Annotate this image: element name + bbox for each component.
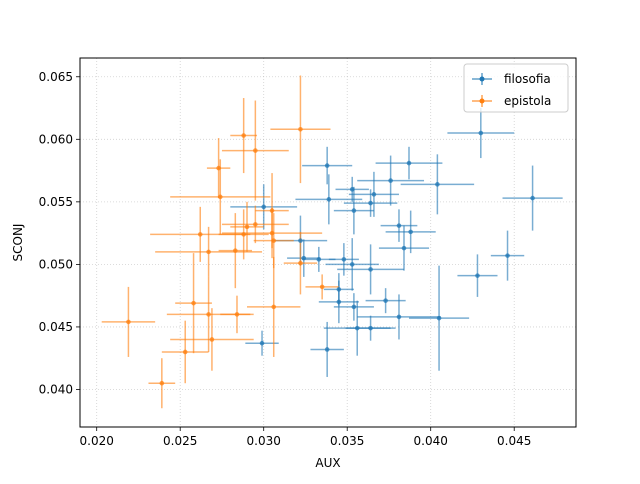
series-filosofia-points	[259, 130, 535, 352]
data-points	[126, 126, 535, 386]
data-point	[368, 267, 373, 272]
data-point	[351, 208, 357, 213]
grid	[80, 58, 576, 427]
data-point	[234, 312, 240, 317]
data-point	[244, 224, 250, 230]
data-point	[368, 325, 373, 331]
data-point	[209, 337, 215, 342]
data-point	[298, 238, 303, 243]
data-point	[259, 340, 265, 346]
x-tick-label: 0.035	[330, 434, 364, 448]
data-point	[253, 222, 258, 227]
x-tick-label: 0.025	[163, 434, 197, 448]
data-point	[316, 257, 322, 262]
data-point	[354, 325, 360, 331]
y-axis-label: SCONJ	[11, 224, 25, 262]
y-axis-ticks: 0.040 0.045 0.050 0.055 0.060 0.065	[39, 70, 80, 396]
data-point	[206, 249, 211, 255]
data-point	[478, 130, 484, 136]
data-point	[126, 319, 131, 325]
y-tick-label: 0.045	[39, 320, 73, 334]
x-axis-ticks: 0.020 0.025 0.030 0.035 0.040 0.045	[80, 427, 531, 448]
legend-label-epistola: epistola	[504, 94, 551, 108]
data-point	[298, 260, 303, 266]
data-point	[253, 148, 258, 153]
x-tick-label: 0.045	[497, 434, 531, 448]
plot-frame	[79, 57, 577, 428]
data-point	[336, 299, 342, 305]
y-tick-label: 0.055	[39, 195, 73, 209]
data-point	[324, 347, 330, 352]
data-point	[371, 192, 377, 197]
x-tick-label: 0.030	[247, 434, 281, 448]
series-epistola-points	[126, 126, 325, 386]
data-point	[401, 245, 407, 251]
data-point	[271, 304, 277, 310]
x-tick-label: 0.040	[414, 434, 448, 448]
data-point	[368, 200, 373, 206]
data-point	[241, 232, 246, 237]
data-point	[182, 349, 188, 355]
data-point	[271, 238, 277, 243]
data-point	[301, 255, 307, 261]
legend-box	[463, 63, 569, 113]
data-point	[159, 380, 165, 386]
y-tick-label: 0.050	[39, 257, 73, 271]
data-point	[298, 126, 303, 132]
data-point	[233, 248, 238, 253]
data-point	[319, 284, 325, 290]
data-point	[326, 197, 332, 202]
data-point	[408, 229, 413, 235]
data-point	[383, 298, 388, 303]
legend: filosofia epistola	[463, 63, 569, 113]
data-point	[530, 195, 535, 201]
data-point	[191, 300, 196, 306]
y-tick-label: 0.065	[39, 70, 73, 84]
data-point	[349, 187, 355, 192]
legend-swatch-marker	[479, 76, 485, 82]
data-point	[269, 230, 275, 236]
series-filosofia	[230, 108, 563, 377]
data-point	[241, 133, 246, 138]
data-point	[269, 208, 275, 213]
data-point	[406, 160, 412, 166]
data-point	[336, 287, 342, 292]
legend-label-filosofia: filosofia	[504, 72, 551, 86]
y-tick-label: 0.060	[39, 132, 73, 146]
legend-swatch-marker	[479, 98, 485, 104]
data-point	[388, 178, 393, 183]
y-tick-label: 0.040	[39, 382, 73, 396]
x-axis-label: AUX	[315, 456, 340, 470]
data-point	[436, 315, 442, 321]
data-point	[505, 253, 510, 258]
data-point	[475, 273, 480, 278]
data-point	[435, 182, 440, 187]
data-point	[324, 163, 330, 168]
data-point	[396, 314, 402, 320]
data-point	[261, 204, 267, 210]
data-point	[351, 304, 357, 310]
data-point	[216, 165, 221, 171]
x-tick-label: 0.020	[80, 434, 114, 448]
data-point	[396, 223, 402, 228]
data-point	[206, 312, 211, 317]
error-bars	[101, 75, 563, 409]
data-point	[349, 262, 355, 267]
data-point	[341, 257, 347, 262]
data-point	[197, 232, 203, 237]
data-point	[217, 194, 223, 200]
